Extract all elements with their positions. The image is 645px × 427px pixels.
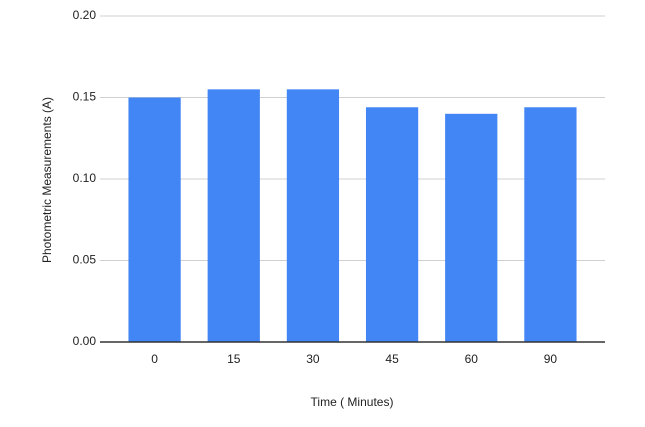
y-axis-title: Photometric Measurements (A) — [40, 97, 54, 263]
x-tick-label: 30 — [306, 352, 320, 366]
x-tick-label: 45 — [385, 352, 399, 366]
bar — [524, 107, 577, 342]
y-tick-label: 0.15 — [73, 90, 97, 104]
bar — [128, 97, 181, 342]
x-axis-title: Time ( Minutes) — [311, 395, 394, 409]
bar — [365, 107, 419, 342]
y-tick-label: 0.05 — [73, 253, 97, 267]
bar — [207, 89, 260, 342]
x-tick-label: 60 — [465, 352, 479, 366]
x-tick-label: 15 — [227, 352, 241, 366]
y-tick-label: 0.10 — [73, 171, 97, 185]
y-tick-label: 0.20 — [73, 8, 97, 22]
bar — [286, 89, 340, 342]
x-tick-label: 90 — [544, 352, 558, 366]
y-tick-label: 0.00 — [73, 334, 97, 348]
bar — [445, 113, 498, 342]
x-tick-label: 0 — [151, 352, 158, 366]
